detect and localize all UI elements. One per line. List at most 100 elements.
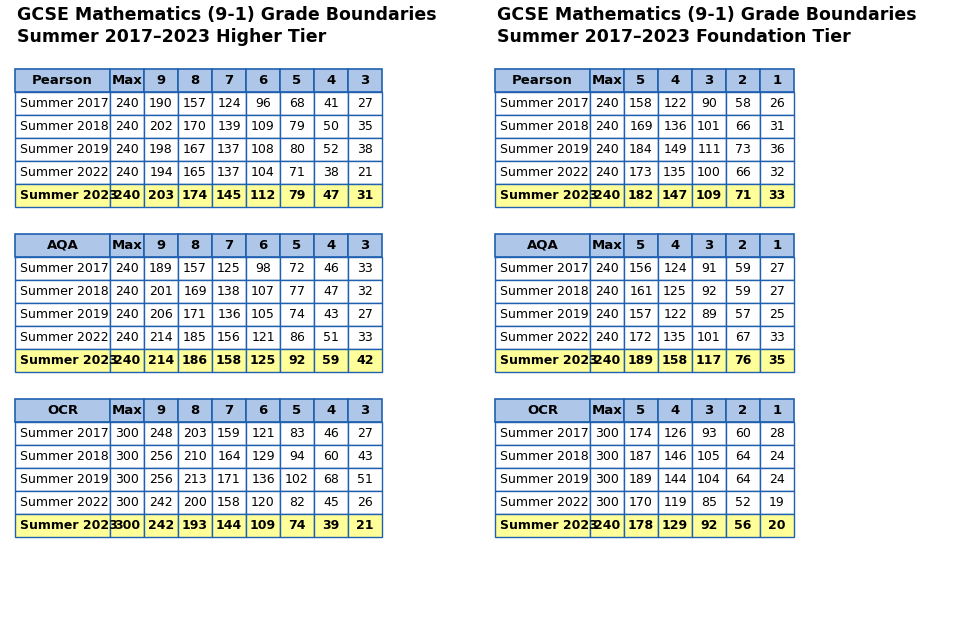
Bar <box>624 514 657 537</box>
Bar <box>726 349 759 372</box>
Bar <box>495 445 589 468</box>
Bar <box>313 491 348 514</box>
Text: 74: 74 <box>288 308 305 321</box>
Text: 240: 240 <box>113 354 140 367</box>
Text: 119: 119 <box>662 496 686 509</box>
Bar <box>726 161 759 184</box>
Text: Max: Max <box>591 404 622 417</box>
Bar <box>280 280 313 303</box>
Bar <box>691 399 726 422</box>
Text: Summer 2019: Summer 2019 <box>500 473 588 486</box>
Text: 74: 74 <box>288 519 306 532</box>
Bar <box>15 280 110 303</box>
Bar <box>589 138 624 161</box>
Text: 92: 92 <box>701 285 716 298</box>
Bar <box>624 422 657 445</box>
Text: 94: 94 <box>289 450 305 463</box>
Text: 3: 3 <box>360 404 369 417</box>
Bar <box>313 399 348 422</box>
Text: 7: 7 <box>224 239 234 252</box>
Bar <box>15 115 110 138</box>
Text: 90: 90 <box>701 97 716 110</box>
Bar <box>624 92 657 115</box>
Bar <box>657 303 691 326</box>
Text: 157: 157 <box>628 308 653 321</box>
Bar <box>246 69 280 92</box>
Bar <box>348 138 382 161</box>
Text: 214: 214 <box>149 331 173 344</box>
Text: AQA: AQA <box>46 239 78 252</box>
Bar <box>691 69 726 92</box>
Text: Summer 2019: Summer 2019 <box>20 143 109 156</box>
Text: 82: 82 <box>288 496 305 509</box>
Bar <box>144 445 178 468</box>
Bar <box>624 257 657 280</box>
Text: 67: 67 <box>734 331 751 344</box>
Bar <box>348 184 382 207</box>
Bar <box>726 491 759 514</box>
Bar <box>589 234 624 257</box>
Bar <box>280 514 313 537</box>
Text: 109: 109 <box>250 519 276 532</box>
Text: 174: 174 <box>182 189 208 202</box>
Text: Summer 2017: Summer 2017 <box>500 427 588 440</box>
Bar <box>726 399 759 422</box>
Bar <box>110 514 144 537</box>
Bar <box>624 468 657 491</box>
Bar <box>726 115 759 138</box>
Text: 1: 1 <box>772 239 780 252</box>
Text: 300: 300 <box>113 519 140 532</box>
Bar <box>348 303 382 326</box>
Text: 104: 104 <box>251 166 275 179</box>
Text: 4: 4 <box>326 404 335 417</box>
Text: 165: 165 <box>183 166 207 179</box>
Bar <box>313 115 348 138</box>
Text: Summer 2019: Summer 2019 <box>500 143 588 156</box>
Text: 46: 46 <box>323 262 338 275</box>
Text: 1: 1 <box>772 74 780 87</box>
Text: 33: 33 <box>357 331 373 344</box>
Bar <box>624 349 657 372</box>
Bar <box>144 399 178 422</box>
Text: Summer 2023: Summer 2023 <box>500 189 597 202</box>
Text: 189: 189 <box>149 262 173 275</box>
Bar <box>246 326 280 349</box>
Bar <box>178 422 211 445</box>
Text: 109: 109 <box>251 120 275 133</box>
Text: Max: Max <box>111 404 142 417</box>
Bar <box>211 161 246 184</box>
Text: 240: 240 <box>115 120 138 133</box>
Text: 129: 129 <box>661 519 687 532</box>
Text: 240: 240 <box>595 308 618 321</box>
Bar <box>280 445 313 468</box>
Bar <box>144 422 178 445</box>
Text: 185: 185 <box>183 331 207 344</box>
Text: 184: 184 <box>628 143 653 156</box>
Text: 27: 27 <box>357 427 373 440</box>
Bar <box>348 92 382 115</box>
Text: 201: 201 <box>149 285 173 298</box>
Text: 42: 42 <box>356 354 374 367</box>
Bar <box>624 326 657 349</box>
Bar <box>15 468 110 491</box>
Bar <box>15 349 110 372</box>
Text: 240: 240 <box>595 262 618 275</box>
Text: 186: 186 <box>182 354 208 367</box>
Bar <box>691 280 726 303</box>
Bar <box>211 92 246 115</box>
Text: Summer 2022: Summer 2022 <box>500 166 588 179</box>
Bar <box>313 445 348 468</box>
Bar <box>624 138 657 161</box>
Bar <box>178 303 211 326</box>
Bar <box>211 280 246 303</box>
Bar <box>495 491 589 514</box>
Text: 240: 240 <box>115 285 138 298</box>
Bar <box>657 280 691 303</box>
Bar <box>144 184 178 207</box>
Bar <box>657 491 691 514</box>
Bar <box>313 69 348 92</box>
Text: 136: 136 <box>662 120 686 133</box>
Bar <box>110 349 144 372</box>
Bar <box>280 234 313 257</box>
Bar <box>15 422 110 445</box>
